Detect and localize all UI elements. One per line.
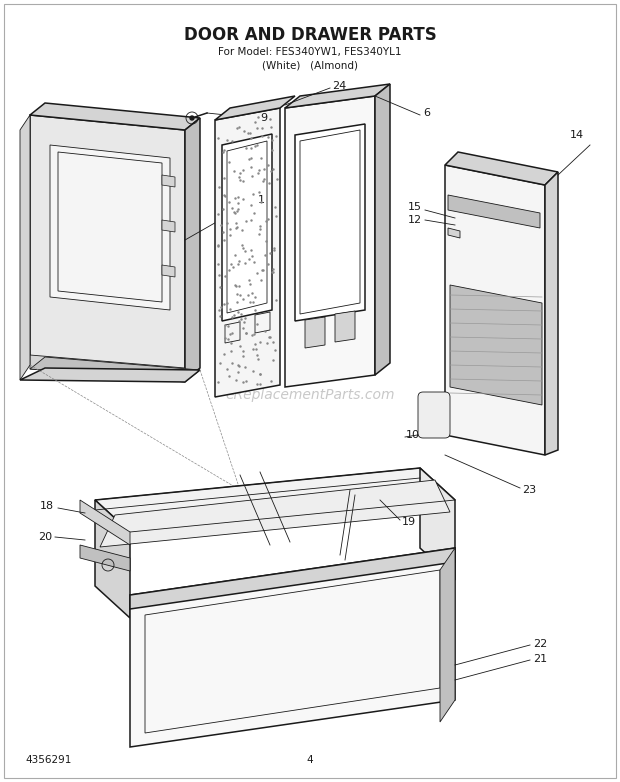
Polygon shape [420, 468, 455, 580]
Polygon shape [285, 96, 375, 387]
Polygon shape [448, 228, 460, 238]
Text: For Model: FES340YW1, FES340YL1: For Model: FES340YW1, FES340YL1 [218, 47, 402, 57]
Text: 6: 6 [423, 108, 430, 118]
Polygon shape [100, 480, 450, 547]
Circle shape [190, 116, 194, 120]
Polygon shape [375, 84, 390, 375]
Text: 20: 20 [38, 532, 52, 542]
Polygon shape [80, 500, 130, 545]
Polygon shape [80, 545, 130, 571]
Text: 1: 1 [258, 195, 265, 205]
Polygon shape [20, 115, 30, 380]
Polygon shape [215, 96, 295, 120]
Text: (White)   (Almond): (White) (Almond) [262, 60, 358, 70]
Polygon shape [50, 145, 170, 310]
Text: 10: 10 [406, 430, 420, 440]
Polygon shape [30, 355, 185, 382]
Text: 24: 24 [332, 81, 346, 91]
Text: 15: 15 [408, 202, 422, 212]
Polygon shape [30, 357, 200, 382]
Text: 18: 18 [40, 501, 54, 511]
Text: 12: 12 [408, 215, 422, 225]
Text: 22: 22 [533, 639, 547, 649]
Polygon shape [222, 134, 272, 321]
Text: DOOR AND DRAWER PARTS: DOOR AND DRAWER PARTS [184, 26, 436, 44]
Text: 19: 19 [402, 517, 416, 527]
Polygon shape [448, 195, 540, 228]
Text: 21: 21 [533, 654, 547, 664]
Text: 4: 4 [307, 755, 313, 765]
Polygon shape [95, 500, 130, 618]
Polygon shape [162, 265, 175, 277]
Polygon shape [295, 124, 365, 321]
Text: 9: 9 [260, 113, 267, 123]
Polygon shape [305, 317, 325, 348]
Text: 4356291: 4356291 [25, 755, 71, 765]
Polygon shape [545, 172, 558, 455]
FancyBboxPatch shape [418, 392, 450, 438]
Polygon shape [285, 84, 390, 108]
Polygon shape [20, 368, 200, 382]
Polygon shape [162, 220, 175, 232]
Polygon shape [450, 285, 542, 405]
Polygon shape [440, 548, 455, 722]
Polygon shape [185, 118, 200, 380]
Polygon shape [445, 165, 545, 455]
Polygon shape [162, 175, 175, 187]
Polygon shape [130, 548, 455, 609]
Polygon shape [335, 311, 355, 342]
Polygon shape [130, 548, 455, 747]
Polygon shape [30, 103, 200, 130]
Text: 23: 23 [522, 485, 536, 495]
Polygon shape [445, 152, 558, 185]
Text: 14: 14 [570, 130, 584, 140]
Text: eReplacementParts.com: eReplacementParts.com [225, 388, 395, 402]
Polygon shape [30, 115, 185, 380]
Polygon shape [215, 108, 280, 397]
Polygon shape [95, 468, 455, 532]
